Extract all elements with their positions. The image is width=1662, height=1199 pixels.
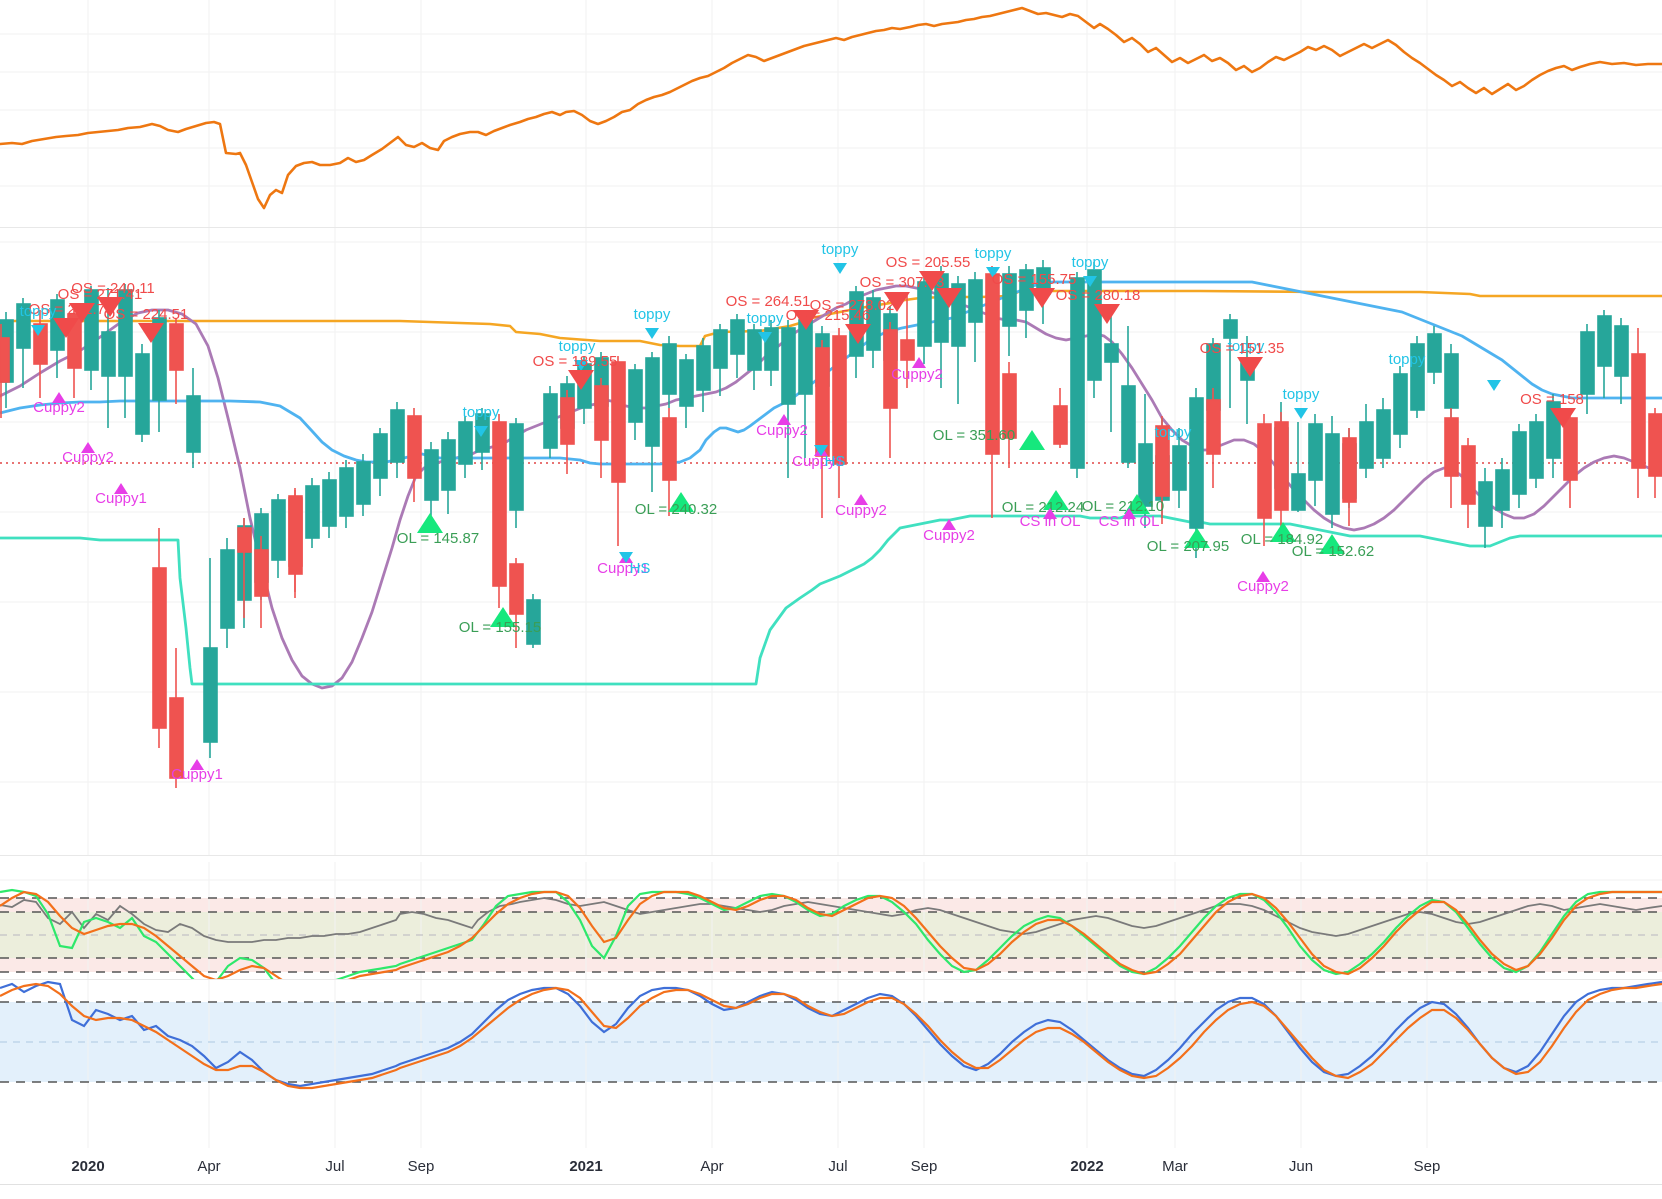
cuppy-marker-icon xyxy=(912,357,926,368)
os-marker-icon xyxy=(919,271,945,291)
os-marker-icon xyxy=(936,288,962,308)
ol-marker-icon xyxy=(1019,430,1045,450)
os-marker-icon xyxy=(884,292,910,312)
oscillator-panel-1[interactable] xyxy=(0,862,1662,980)
panel-divider-3 xyxy=(0,979,1662,980)
ma-purple-line xyxy=(0,284,1662,690)
csol-marker-icon xyxy=(1122,508,1136,519)
ol-marker-icon xyxy=(1184,528,1210,548)
os-marker-icon xyxy=(53,318,79,338)
x-axis-line xyxy=(0,1184,1662,1185)
toppy-marker-icon xyxy=(833,263,847,274)
toppy-marker-icon xyxy=(474,426,488,437)
x-axis-tick-2021: 2021 xyxy=(569,1158,603,1175)
x-axis-tick-jun: Jun xyxy=(1288,1158,1314,1175)
toppy-marker-icon xyxy=(986,267,1000,278)
candlestick-series xyxy=(0,260,1662,788)
os-marker-icon xyxy=(845,324,871,344)
toppy-marker-icon xyxy=(31,325,45,336)
x-axis-tick-mar: Mar xyxy=(1162,1158,1188,1175)
osc2-level-lines xyxy=(0,1001,1662,1083)
x-axis-tick-apr: Apr xyxy=(700,1158,724,1175)
oscillator-2-svg xyxy=(0,980,1662,1148)
x-axis-tick-sep: Sep xyxy=(407,1158,435,1175)
oscillator-panel-2[interactable] xyxy=(0,980,1662,1148)
cuppy-marker-icon xyxy=(114,483,128,494)
toppy-marker-icon xyxy=(1487,380,1501,391)
toppy-marker-icon xyxy=(574,360,588,371)
cuppy-marker-icon xyxy=(81,442,95,453)
os-marker-icon xyxy=(568,370,594,390)
panel-divider-2 xyxy=(0,855,1662,856)
ol-marker-icon xyxy=(490,607,516,627)
x-axis-panel[interactable]: 2020 Apr Jul Sep 2021 Apr Jul Sep 2022 Mar Jun Sep xyxy=(0,1148,1662,1199)
x-axis-tick-jul: Jul xyxy=(828,1158,848,1175)
os-marker-icon xyxy=(1094,304,1120,324)
cuppy-marker-icon xyxy=(777,414,791,425)
ol-marker-icon xyxy=(417,513,443,533)
cuppy-marker-icon xyxy=(942,519,956,530)
osc1-gray-series xyxy=(0,897,1662,943)
ol-marker-icon xyxy=(668,492,694,512)
ol-marker-icon xyxy=(1319,534,1345,554)
os-marker-icon xyxy=(138,323,164,343)
ol-marker-icon xyxy=(1270,522,1296,542)
osc1-orange-series xyxy=(0,890,1662,980)
csol-marker-icon xyxy=(1043,508,1057,519)
oscillator-1-svg xyxy=(0,862,1662,980)
x-axis-tick-2022: 2022 xyxy=(1070,1158,1104,1175)
osc1-level-lines xyxy=(0,897,1662,973)
toppy-marker-icon xyxy=(1083,276,1097,287)
osc2-orange-series xyxy=(0,982,1662,1090)
x-axis-tick-sep: Sep xyxy=(910,1158,938,1175)
cuppy-marker-icon xyxy=(854,494,868,505)
comparison-line-panel[interactable] xyxy=(0,0,1662,228)
os-marker-icon xyxy=(97,297,123,317)
toppy-marker-icon xyxy=(645,328,659,339)
x-axis-tick-2020: 2020 xyxy=(71,1158,105,1175)
os-marker-icon xyxy=(1237,357,1263,377)
os-marker-icon xyxy=(793,310,819,330)
price-candlestick-panel[interactable]: OS = 262.70 toppy OS = 271.41 OS = 240.11 OS… xyxy=(0,228,1662,856)
benchmark-line-series xyxy=(0,6,1662,210)
toppy-marker-icon xyxy=(758,332,772,343)
x-axis-tick-apr: Apr xyxy=(197,1158,221,1175)
toppy-marker-icon xyxy=(1294,408,1308,419)
x-axis-tick-jul: Jul xyxy=(325,1158,345,1175)
cuppy-marker-icon xyxy=(1256,571,1270,582)
comparison-line-svg xyxy=(0,0,1662,228)
toppy-marker-icon xyxy=(619,552,633,563)
price-svg xyxy=(0,228,1662,856)
cuppy-marker-icon xyxy=(52,392,66,403)
cuppy-marker-icon xyxy=(190,759,204,770)
osc1-band-red-lower xyxy=(0,958,1662,972)
os-marker-icon xyxy=(69,303,95,323)
grid-lines xyxy=(0,0,1662,228)
toppy-marker-icon xyxy=(814,445,828,456)
x-axis-tick-sep: Sep xyxy=(1413,1158,1441,1175)
panel-divider-1 xyxy=(0,227,1662,228)
ol-marker-icon xyxy=(1043,490,1069,510)
os-marker-icon xyxy=(1029,288,1055,308)
ma-orange-line xyxy=(0,289,1662,348)
os-marker-icon xyxy=(1550,408,1576,428)
